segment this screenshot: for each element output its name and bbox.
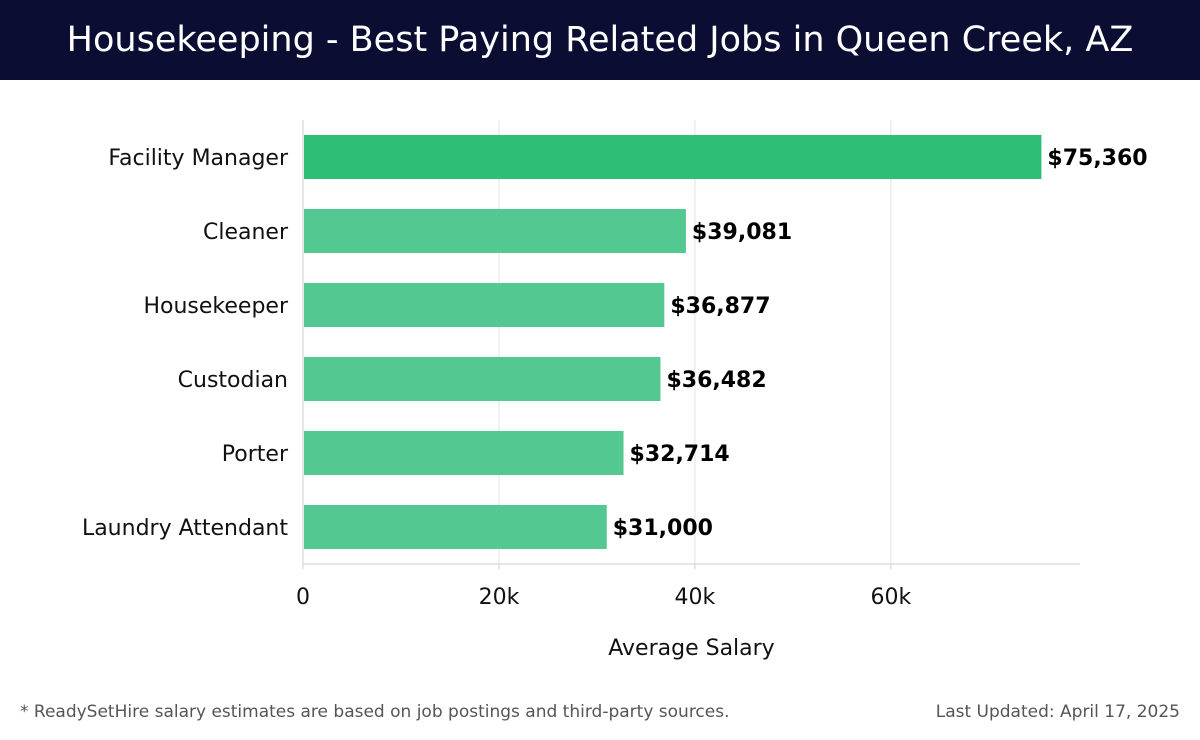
- bar: [304, 283, 665, 327]
- value-label: $32,714: [630, 442, 730, 467]
- x-tick-label: 60k: [871, 585, 912, 610]
- category-label: Housekeeper: [143, 294, 288, 319]
- bar: [304, 505, 607, 549]
- value-label: $39,081: [692, 220, 792, 245]
- bar: [304, 431, 624, 475]
- value-label: $31,000: [613, 516, 713, 541]
- category-label: Facility Manager: [108, 146, 289, 171]
- x-tick-label: 20k: [479, 585, 520, 610]
- footer-note: * ReadySetHire salary estimates are base…: [20, 702, 730, 722]
- value-label: $75,360: [1047, 146, 1147, 171]
- bar: [304, 209, 686, 253]
- chart-header: Housekeeping - Best Paying Related Jobs …: [0, 0, 1200, 80]
- category-label: Custodian: [178, 368, 288, 393]
- bar: [304, 357, 661, 401]
- footer-updated: Last Updated: April 17, 2025: [935, 702, 1180, 722]
- chart-title: Housekeeping - Best Paying Related Jobs …: [66, 20, 1134, 60]
- value-label: $36,877: [670, 294, 770, 319]
- category-label: Laundry Attendant: [82, 516, 288, 541]
- x-axis-label: Average Salary: [608, 636, 774, 661]
- category-label: Porter: [222, 442, 289, 467]
- bar: [304, 135, 1042, 179]
- value-label: $36,482: [666, 368, 766, 393]
- x-tick-label: 40k: [675, 585, 716, 610]
- category-label: Cleaner: [203, 220, 289, 245]
- bar-chart: 0 20k 40k 60k Average Salary Facility Manager…: [82, 120, 1148, 661]
- x-tick-label: 0: [296, 585, 310, 610]
